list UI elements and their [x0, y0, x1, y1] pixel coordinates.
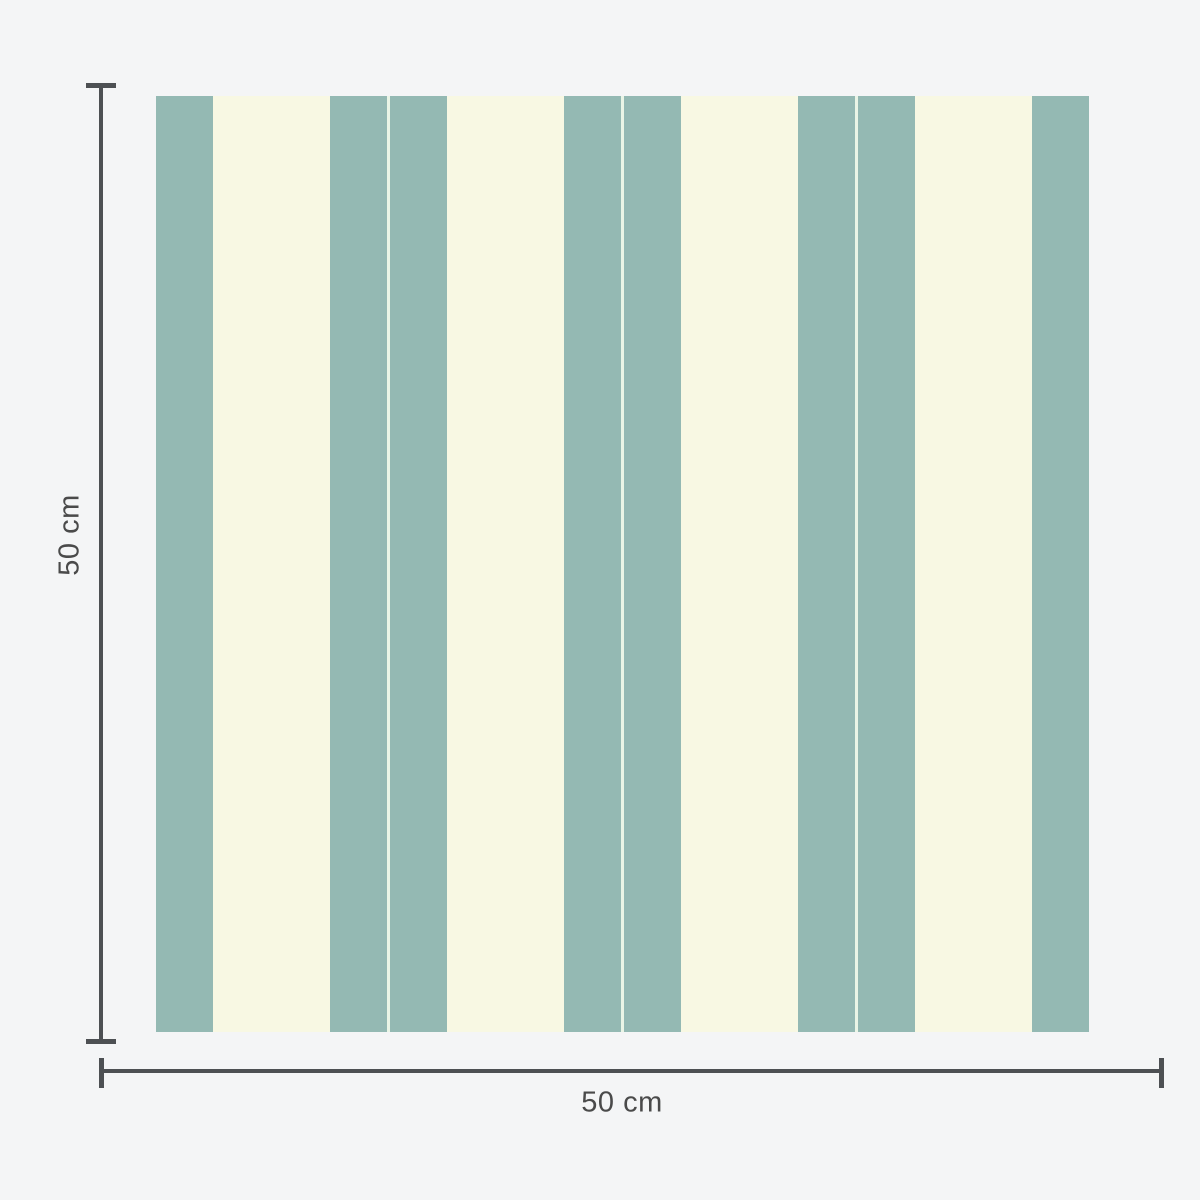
stripe-cream — [915, 96, 1032, 1032]
horizontal-dimension-label: 50 cm — [581, 1086, 663, 1119]
horizontal-dimension-line — [99, 1069, 1164, 1073]
stripe-teal — [858, 96, 915, 1032]
vertical-dimension-line — [99, 85, 103, 1042]
stripe-cream — [681, 96, 798, 1032]
stripe-pinstripe — [621, 96, 624, 1032]
pattern-swatch — [156, 96, 1089, 1032]
horizontal-dimension-left-cap — [99, 1058, 104, 1088]
stripe-teal — [330, 96, 387, 1032]
horizontal-dimension-right-cap — [1159, 1058, 1164, 1088]
stripe-pinstripe — [855, 96, 858, 1032]
stripe-pinstripe — [387, 96, 390, 1032]
vertical-dimension-label: 50 cm — [53, 494, 86, 576]
stripe-teal — [390, 96, 447, 1032]
vertical-dimension-top-cap — [86, 83, 116, 88]
stripe-cream — [447, 96, 564, 1032]
stripe-teal — [624, 96, 681, 1032]
stripe-cream — [213, 96, 330, 1032]
stripe-teal — [1032, 96, 1089, 1032]
stripe-teal — [798, 96, 855, 1032]
vertical-dimension-bottom-cap — [86, 1039, 116, 1044]
stripe-teal — [564, 96, 621, 1032]
stripe-teal — [156, 96, 213, 1032]
